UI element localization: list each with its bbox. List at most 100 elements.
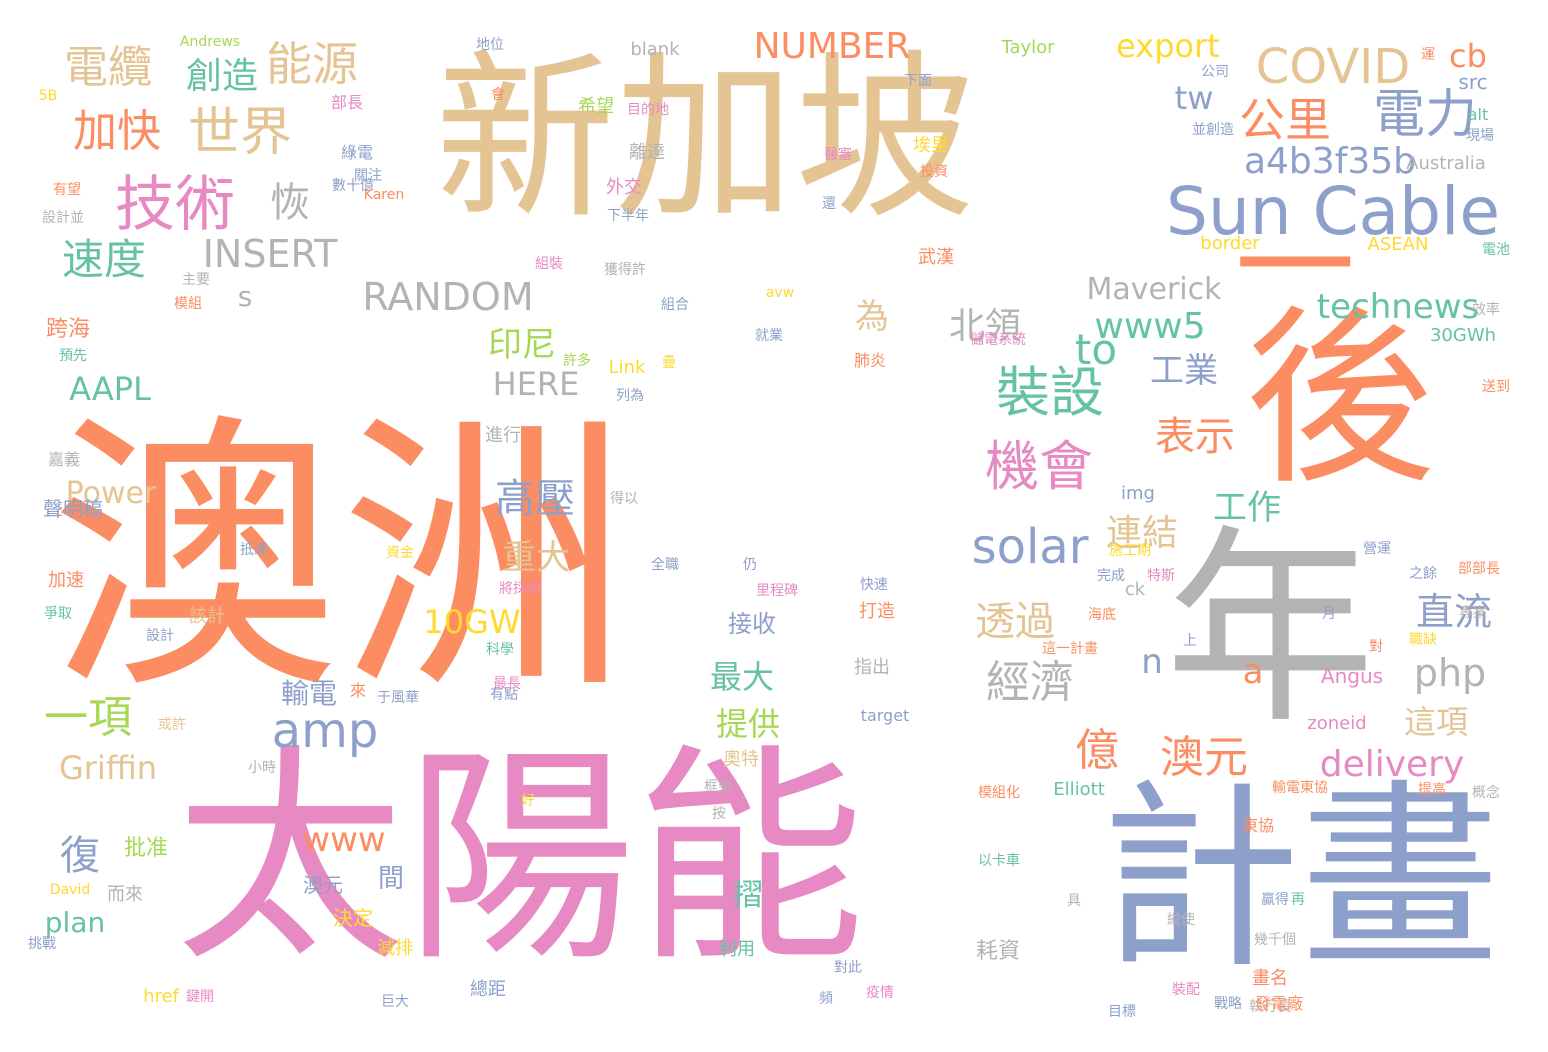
cloud-word: 電池 [1482,242,1510,258]
cloud-word: src [1458,70,1488,94]
cloud-word: 獲得許 [604,262,646,278]
cloud-word: 澳洲 [50,391,630,728]
cloud-word: 有望 [53,182,81,198]
cloud-word: 復 [60,833,100,879]
cloud-word: 北領 [948,306,1022,347]
cloud-word: 摺 [733,878,763,913]
cloud-word: 地位 [476,37,504,53]
cloud-word: a [1242,652,1264,692]
cloud-word: avw [765,285,795,301]
cloud-word: cb [1449,37,1487,75]
cloud-word: 澳元 [1160,732,1248,783]
cloud-word: 以卡車 [978,853,1020,869]
cloud-word: 奧特 [723,749,759,770]
cloud-word: 疊 [662,355,676,371]
cloud-word: 目標 [1108,1004,1136,1020]
cloud-word: 幾千個 [1254,932,1296,948]
cloud-word: 技術 [115,170,235,240]
cloud-word: amp [271,703,379,759]
cloud-word: Karen [363,187,405,203]
cloud-word: HERE [492,365,580,403]
cloud-word: 一 [1235,198,1355,337]
cloud-word: 工作 [1213,488,1281,528]
cloud-word: 現場 [1466,128,1494,144]
cloud-word: 裝設 [996,361,1104,424]
cloud-word: David [49,882,91,898]
cloud-word: 10GW [423,603,521,641]
cloud-word: 透過 [975,599,1055,645]
cloud-word: 提供 [715,705,781,743]
cloud-word: 30GWh [1429,325,1497,346]
cloud-word: 快速 [860,577,888,593]
cloud-word: 會 [491,87,505,103]
cloud-word: 武漢 [918,247,954,268]
cloud-word: 該計 [189,606,225,627]
cloud-word: 後 [1244,289,1436,510]
cloud-word: 嘉義 [47,450,81,469]
cloud-word: 頻 [819,991,833,1007]
cloud-word: 概念 [1472,785,1500,801]
cloud-word: 輸電東協 [1272,780,1328,796]
cloud-word: 小時 [248,760,276,776]
cloud-word: 縱使 [1167,912,1195,928]
cloud-word: Griffin [58,749,158,787]
cloud-word: 離達 [629,142,665,163]
cloud-word: Power [65,476,157,511]
cloud-word: delivery [1319,744,1465,785]
cloud-word: 于風華 [377,690,419,706]
cloud-word: INSERT [202,232,338,276]
cloud-word: 批准 [123,836,169,861]
cloud-word: 上 [1183,633,1197,649]
cloud-word: 列為 [616,388,644,404]
cloud-word: 並創造 [1192,122,1234,138]
cloud-word: 運 [1421,47,1435,63]
cloud-word: 儲電系統 [970,332,1026,348]
cloud-word: 公里 [1239,93,1331,147]
cloud-word: Elliott [1053,779,1105,800]
cloud-word: 恢 [270,180,310,226]
cloud-word: 送到 [1482,379,1510,395]
cloud-word: 外交 [606,177,642,198]
cloud-word: 速度 [61,235,147,284]
cloud-word: 減排 [377,938,413,959]
cloud-word: 電力 [1372,85,1478,145]
cloud-word: a4b3f35b [1243,141,1417,182]
cloud-word: 模組化 [978,785,1020,801]
cloud-word: www5 [1094,306,1206,347]
cloud-word: 表示 [1155,414,1235,460]
cloud-word: php [1413,651,1487,695]
cloud-word: 疫情 [866,985,894,1001]
cloud-word: 埃里 [913,135,949,156]
cloud-word: 指出 [854,657,890,678]
cloud-word: 進行 [485,425,521,446]
cloud-word: Sun Cable [1166,173,1500,250]
cloud-word: 聲明稿 [43,497,103,521]
cloud-word: 資金 [386,545,414,561]
cloud-word: 里程碑 [756,583,798,599]
cloud-word: href [143,986,179,1007]
cloud-word: 月 [1322,606,1336,622]
cloud-word: Australia [1406,153,1486,174]
cloud-word: 再 [1291,892,1305,908]
cloud-word: 一項 [44,692,132,743]
cloud-word: 部長 [330,93,364,112]
cloud-word: ck [1124,579,1146,600]
cloud-word: 跨海 [45,317,91,342]
cloud-word: 爭取 [44,606,72,622]
cloud-word: Taylor [1001,37,1055,58]
cloud-word: 肺炎 [853,351,887,370]
cloud-word: 希望 [578,96,614,117]
cloud-word: 戰略 [1214,996,1242,1012]
cloud-word: 職缺 [1409,632,1437,648]
cloud-word: 科學 [486,642,514,658]
cloud-word: www [302,820,386,860]
cloud-word: export [1116,27,1220,65]
cloud-word: 這項 [1403,703,1469,741]
cloud-word: 億 [1075,725,1119,776]
cloud-word: 之餘 [1409,566,1437,582]
cloud-word: Andrews [179,34,241,50]
cloud-word: 部部長 [1458,561,1500,577]
cloud-word: 得以 [610,491,638,507]
cloud-word: 為 [855,297,889,337]
cloud-word: technews [1316,287,1480,327]
